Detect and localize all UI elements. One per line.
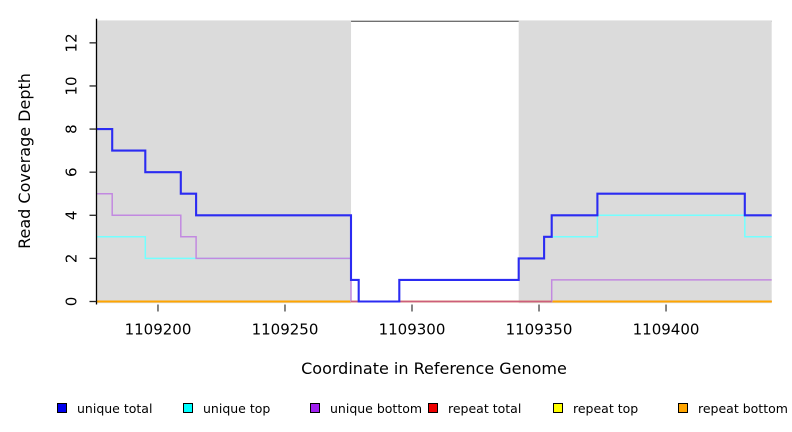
y-tick-label: 0 [63, 297, 81, 307]
y-tick-label: 2 [62, 254, 80, 264]
y-axis-title: Read Coverage Depth [15, 73, 34, 249]
y-tick-label: 12 [62, 33, 80, 52]
legend-label: repeat bottom [698, 400, 788, 416]
y-tick-label: 8 [62, 124, 80, 134]
repeat-bottom-swatch-icon [678, 403, 688, 413]
masked-regions-layer [96, 20, 772, 304]
unique-bottom-swatch-icon [310, 403, 320, 413]
unique-bottom-line [96, 192, 772, 303]
legend-item-repeat-bottom: repeat bottom [678, 400, 788, 416]
unique-top-swatch-icon [183, 403, 193, 413]
x-tick-label: 1109200 [125, 321, 192, 339]
x-tick-label: 1109400 [633, 321, 700, 339]
masked-left-region [96, 20, 352, 304]
plot-area: 0 2 4 6 8 10 12 1109200 1109250 1109300 1109350 110… [15, 18, 772, 378]
legend-item-unique-total: unique total [57, 400, 153, 416]
x-tick-label: 1109300 [379, 321, 446, 339]
legend-label: repeat total [448, 400, 522, 416]
masked-right-region [518, 20, 772, 304]
series-lines-layer [96, 128, 772, 303]
y-tick-label: 10 [62, 76, 80, 95]
x-axis-title: Coordinate in Reference Genome [301, 359, 567, 378]
x-tick-label: 1109250 [252, 321, 319, 339]
legend-label: unique total [77, 400, 153, 416]
repeat-top-swatch-icon [553, 403, 563, 413]
unique-total-line [96, 128, 772, 303]
legend-label: repeat top [573, 400, 639, 416]
legend-label: unique bottom [330, 400, 423, 416]
x-tick-label: 1109350 [506, 321, 573, 339]
legend-item-unique-top: unique top [183, 400, 271, 416]
y-tick-label: 6 [62, 167, 80, 177]
repeat-total-swatch-icon [428, 403, 438, 413]
legend-item-unique-bottom: unique bottom [310, 400, 423, 416]
legend-label: unique top [203, 400, 271, 416]
legend-item-repeat-top: repeat top [553, 400, 639, 416]
legend-item-repeat-total: repeat total [428, 400, 522, 416]
y-tick-label: 4 [62, 211, 80, 221]
axes-layer: 0 2 4 6 8 10 12 1109200 1109250 1109300 1109350 110… [62, 18, 700, 339]
unique-total-swatch-icon [57, 403, 67, 413]
